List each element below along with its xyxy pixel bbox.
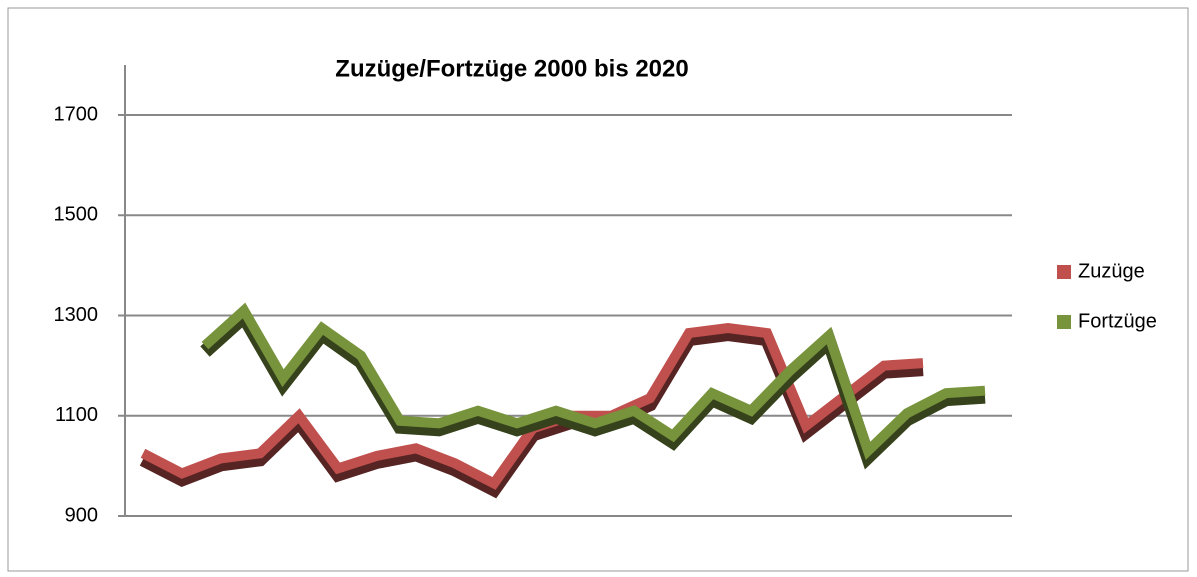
legend-swatch	[1057, 265, 1071, 279]
series-line	[201, 302, 986, 460]
y-tick-label: 1100	[55, 404, 98, 426]
legend-swatch	[1057, 315, 1071, 329]
y-tick-label: 1500	[54, 204, 99, 226]
legend-label: Zuzüge	[1078, 260, 1145, 282]
y-tick-label: 1300	[54, 304, 99, 326]
legend-label: Fortzüge	[1078, 310, 1157, 332]
y-tick-label: 900	[65, 504, 98, 526]
y-tick-label: 1700	[54, 103, 99, 125]
chart-border	[7, 7, 1189, 572]
chart-title: Zuzüge/Fortzüge 2000 bis 2020	[335, 55, 688, 82]
